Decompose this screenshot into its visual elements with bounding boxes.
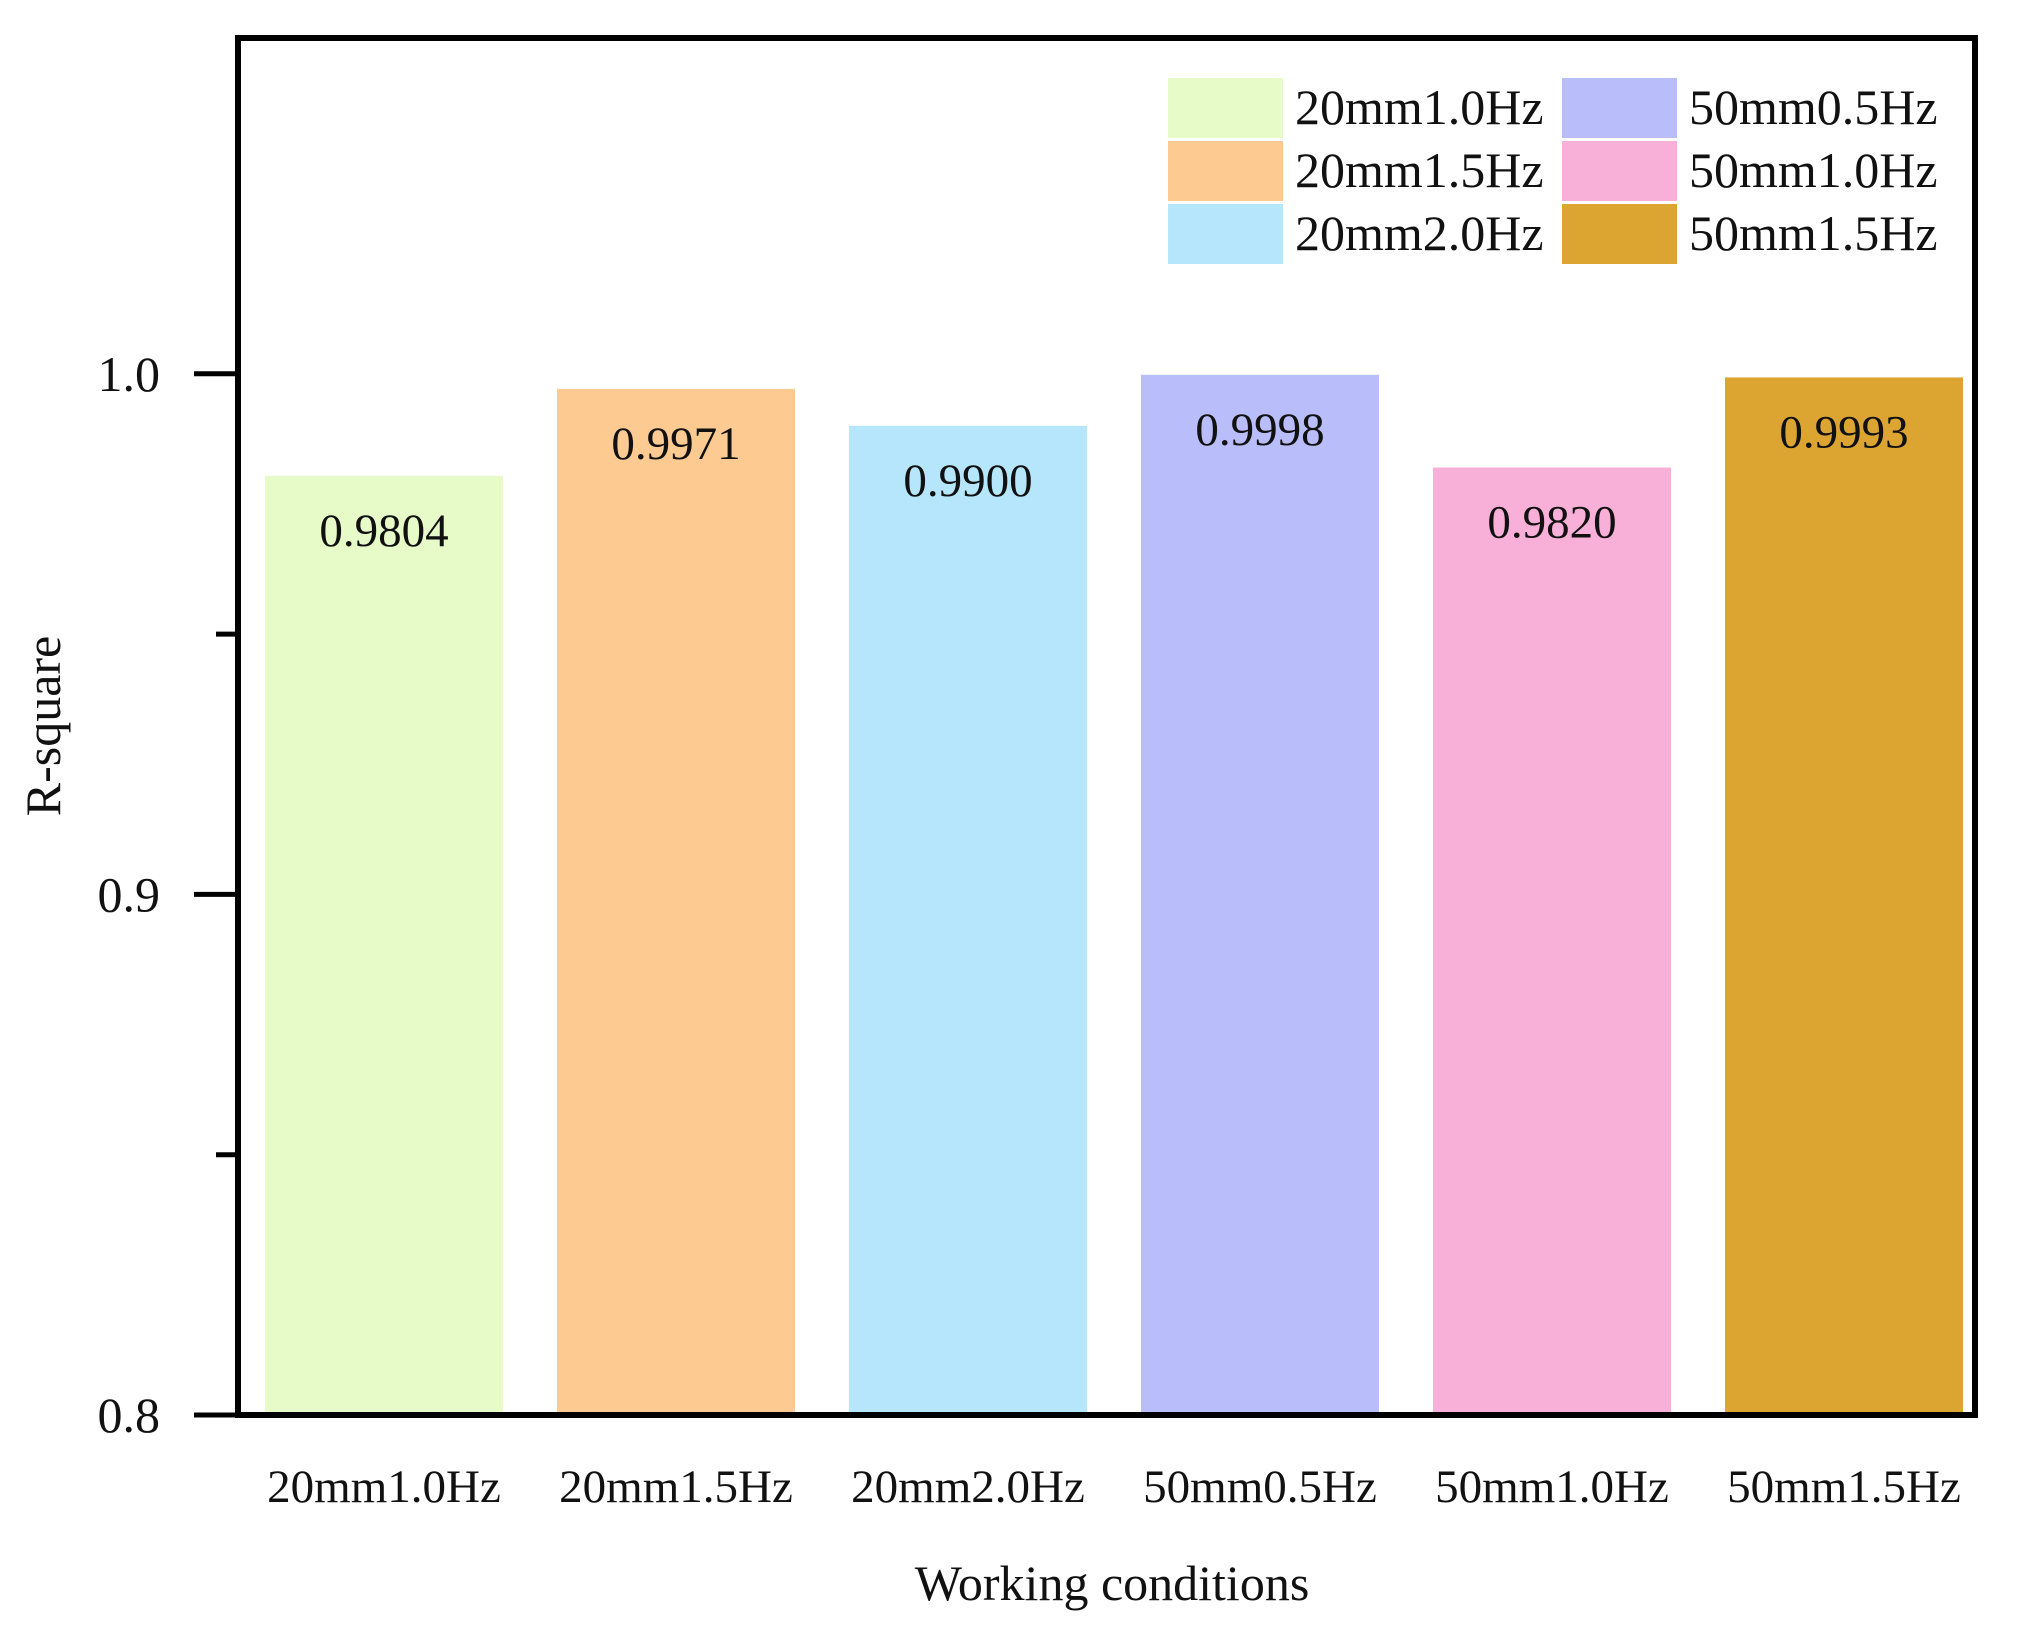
legend-swatch-20mm2-0hz: [1168, 204, 1283, 264]
x-axis: 20mm1.0Hz 20mm1.5Hz 20mm2.0Hz 50mm0.5Hz 50mm…: [267, 1461, 1961, 1513]
x-tick-label-20mm2-0hz: 20mm2.0Hz: [851, 1461, 1085, 1513]
legend-label-50mm0-5hz: 50mm0.5Hz: [1689, 79, 1938, 135]
legend-swatch-20mm1-5hz: [1168, 141, 1283, 201]
legend-label-50mm1-0hz: 50mm1.0Hz: [1689, 142, 1938, 198]
y-axis: 0.8 0.9 1.0: [98, 346, 238, 1443]
value-label-50mm0-5hz: 0.9998: [1195, 404, 1324, 456]
bar-20mm2-0hz: [849, 425, 1087, 1412]
value-label-50mm1-5hz: 0.9993: [1779, 406, 1908, 458]
plot-frame: [235, 35, 1978, 1418]
x-axis-title: Working conditions: [915, 1555, 1310, 1611]
bar-20mm1-0hz: [265, 475, 503, 1412]
legend-swatch-50mm1-0hz: [1562, 141, 1677, 201]
bar-50mm1-5hz: [1725, 377, 1963, 1412]
legend-label-50mm1-5hz: 50mm1.5Hz: [1689, 205, 1938, 261]
bar-50mm0-5hz: [1141, 374, 1379, 1412]
legend-label-20mm1-0hz: 20mm1.0Hz: [1295, 79, 1544, 135]
value-label-20mm2-0hz: 0.9900: [903, 455, 1032, 507]
y-tick-label: 1.0: [98, 346, 161, 402]
value-label-50mm1-0hz: 0.9820: [1487, 496, 1616, 548]
value-labels-layer: 0.9804 0.9971 0.9900 0.9998 0.9820 0.9993: [319, 404, 1908, 557]
x-tick-label-20mm1-0hz: 20mm1.0Hz: [267, 1461, 501, 1513]
value-label-20mm1-0hz: 0.9804: [319, 505, 448, 557]
legend-swatch-20mm1-0hz: [1168, 78, 1283, 138]
y-tick-label: 0.9: [98, 866, 161, 922]
x-tick-label-20mm1-5hz: 20mm1.5Hz: [559, 1461, 793, 1513]
value-label-20mm1-5hz: 0.9971: [611, 418, 740, 470]
legend-swatch-50mm1-5hz: [1562, 204, 1677, 264]
bar-20mm1-5hz: [557, 388, 795, 1413]
legend-label-20mm1-5hz: 20mm1.5Hz: [1295, 142, 1544, 198]
legend-swatch-50mm0-5hz: [1562, 78, 1677, 138]
legend: 20mm1.0Hz 20mm1.5Hz 20mm2.0Hz 50mm0.5Hz 50mm…: [1168, 78, 1938, 264]
x-tick-label-50mm1-0hz: 50mm1.0Hz: [1435, 1461, 1669, 1513]
legend-label-20mm2-0hz: 20mm2.0Hz: [1295, 205, 1544, 261]
bars-layer: [265, 374, 1963, 1413]
x-tick-label-50mm1-5hz: 50mm1.5Hz: [1727, 1461, 1961, 1513]
x-tick-label-50mm0-5hz: 50mm0.5Hz: [1143, 1461, 1377, 1513]
y-axis-title: R-square: [15, 636, 71, 817]
bar-50mm1-0hz: [1433, 467, 1671, 1413]
y-tick-label: 0.8: [98, 1387, 161, 1443]
